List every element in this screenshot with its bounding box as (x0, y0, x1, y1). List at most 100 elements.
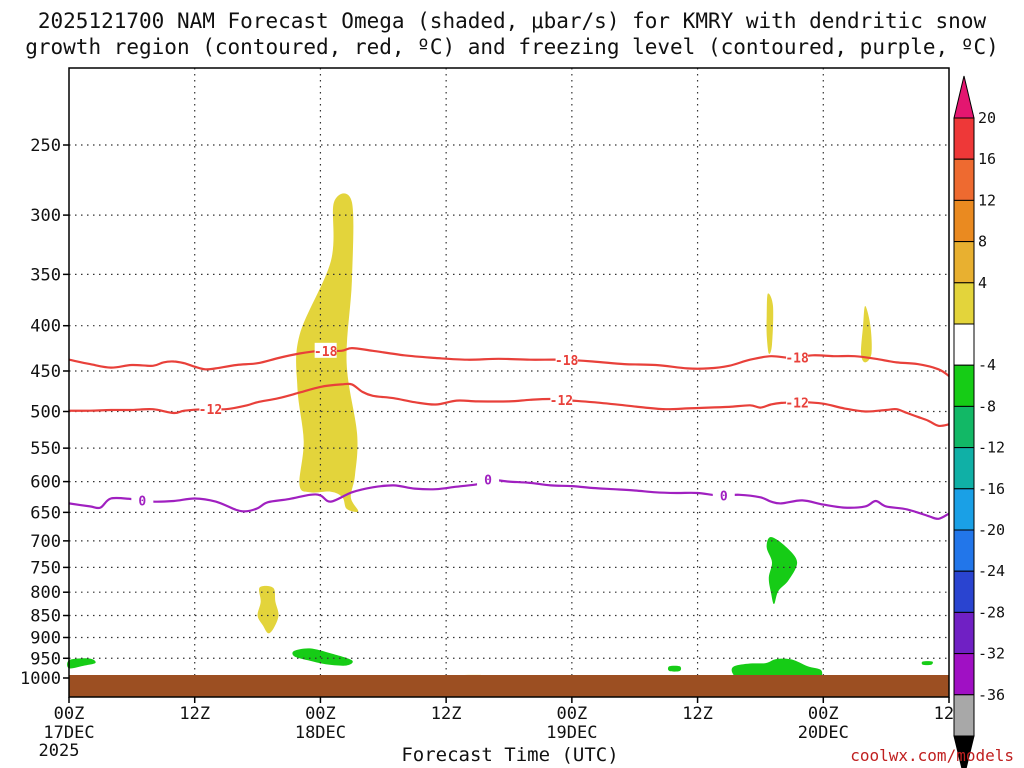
contour-label-minus12-2: -12 (785, 396, 808, 411)
contour-label-bg (786, 394, 809, 410)
y-tick-label-500: 500 (30, 403, 61, 423)
contour-label-zero-0: 0 (138, 494, 146, 509)
contour-line-minus12 (68, 382, 950, 428)
contour-label-bg (477, 471, 500, 487)
surface-ground (69, 675, 949, 697)
contour-label-bg (786, 349, 809, 365)
omega-shading-layer (67, 193, 933, 680)
chart-title: 2025121700 NAM Forecast Omega (shaded, μ… (0, 8, 1024, 60)
grid-layer (69, 68, 949, 697)
contour-label-bg (314, 342, 337, 358)
contour-label-bg (131, 492, 154, 508)
contour-label-minus18-2: -18 (785, 351, 809, 366)
colorbar-label-4: 8 (978, 233, 987, 251)
colorbar-bin-6 (953, 323, 975, 366)
colorbar-bin-4 (953, 241, 975, 284)
colorbar-label-7: -4 (978, 356, 996, 374)
colorbar-bin-3 (953, 199, 975, 243)
omega-region-downward-tiny-20dec (921, 661, 933, 666)
contour-label-minus18-1: -18 (555, 354, 579, 369)
chart-title-line-2: growth region (contoured, red, ºC) and f… (25, 35, 999, 59)
colorbar-label-2: 16 (978, 150, 996, 168)
omega-region-downward-blob-19dec-mid (766, 537, 798, 605)
colorbar-bin-8 (953, 405, 975, 449)
x-tick-date-0: 17DEC (43, 723, 94, 743)
plot-border (68, 67, 950, 698)
y-tick-label-350: 350 (30, 265, 61, 285)
omega-region-downward-blob-18dec-sfc (292, 648, 353, 666)
x-tick-label-72: 00Z (808, 704, 839, 724)
contour-label-minus12-0: -12 (199, 403, 222, 418)
contour-minus18: -18 -18 -18 (68, 342, 950, 377)
y-tick-label-600: 600 (30, 473, 61, 493)
omega-region-upward-sliver-19dec-a (766, 293, 774, 354)
contour-label-zero-2: 0 (720, 489, 728, 504)
contour-label-minus18-0: -18 (314, 345, 338, 360)
colorbar-label-8: -8 (978, 397, 996, 415)
y-tick-label-850: 850 (30, 607, 61, 627)
contour-label-minus12-1: -12 (550, 394, 573, 409)
x-tick-label-0: 00Z (54, 704, 85, 724)
contour-label-bg (550, 391, 573, 407)
colorbar-label-12: -24 (978, 562, 1005, 580)
y-tick-label-950: 950 (30, 649, 61, 669)
chart-title-line-1: 2025121700 NAM Forecast Omega (shaded, μ… (37, 9, 987, 33)
colorbar-arrow-bottom (953, 735, 975, 768)
colorbar-label-9: -12 (978, 439, 1005, 457)
site-credit[interactable]: coolwx.com/models (850, 746, 1014, 765)
x-axis-title: Forecast Time (UTC) (401, 744, 619, 766)
x-tick-year-0: 2025 (39, 741, 80, 761)
x-tick-label-36: 12Z (431, 704, 462, 724)
colorbar-label-13: -28 (978, 603, 1005, 621)
colorbar-label-3: 12 (978, 191, 996, 209)
colorbar-bin-9 (953, 447, 975, 490)
y-tick-label-450: 450 (30, 362, 61, 382)
y-tick-label-400: 400 (30, 317, 61, 337)
colorbar-bin-10 (953, 488, 975, 531)
y-tick-label-750: 750 (30, 558, 61, 578)
colorbar-bin-14 (953, 653, 975, 696)
colorbar-label-10: -16 (978, 480, 1005, 498)
contour-label-bg (555, 352, 578, 368)
y-tick-label-650: 650 (30, 503, 61, 523)
colorbar-label-11: -20 (978, 521, 1005, 539)
x-tick-date-48: 19DEC (546, 723, 597, 743)
colorbar-label-5: 4 (978, 274, 987, 292)
x-tick-label-24: 00Z (305, 704, 336, 724)
omega-region-downward-tiny-19dec-b (667, 665, 682, 672)
colorbar-bin-11 (953, 529, 975, 572)
contour-label-zero-1: 0 (484, 474, 492, 489)
y-tick-label-1000: 1000 (20, 669, 61, 689)
y-tick-label-250: 250 (30, 136, 61, 156)
contour-minus12: -12 -12 -12 (68, 382, 950, 428)
omega-region-downward-blob-17dec-sfc (67, 658, 96, 669)
omega-region-upward-blob-17dec-low (257, 585, 279, 634)
colorbar-bin-12 (953, 570, 975, 613)
colorbar-label-14: -32 (978, 645, 1005, 663)
colorbar-bin-13 (953, 611, 975, 655)
x-tick-date-72: 20DEC (798, 723, 849, 743)
colorbar-bin-5 (953, 282, 975, 325)
plot-frame (68, 67, 950, 698)
colorbar-bin-1 (953, 117, 975, 160)
omega-region-downward-blob-20dec-sfc (731, 658, 823, 679)
colorbar-bin-7 (953, 364, 975, 407)
y-axis: 2503003504004505005506006507007508008509… (20, 136, 69, 689)
colorbar-bin-2 (953, 158, 975, 201)
colorbar-label-15: -36 (978, 686, 1005, 704)
x-tick-label-60: 12Z (682, 704, 713, 724)
x-tick-label-12: 12Z (179, 704, 210, 724)
y-tick-label-300: 300 (30, 206, 61, 226)
contour-label-bg (199, 401, 222, 417)
colorbar-arrow-top (953, 75, 975, 119)
y-tick-label-700: 700 (30, 532, 61, 552)
contour-layer: -18 -18 -18 -12 -12 -12 0 0 0 (68, 342, 950, 520)
y-tick-label-800: 800 (30, 583, 61, 603)
omega-region-upward-sliver-20dec-b (860, 306, 872, 363)
y-tick-label-550: 550 (30, 439, 61, 459)
colorbar-label-1: 20 (978, 109, 996, 127)
colorbar: 20 16 12 8 4 -4 -8 -12 -16 -20 -24 -28 -32 -36 (953, 75, 1005, 768)
y-tick-label-900: 900 (30, 628, 61, 648)
